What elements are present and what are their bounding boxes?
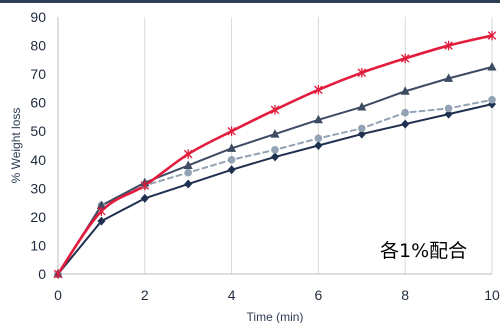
tick-labels: 0 10 20 30 40 50 60 70 80 90 0 2 4 6 8 10 — [30, 9, 500, 303]
series-2-point-5 — [270, 129, 280, 138]
series-4-point-1 — [97, 216, 106, 226]
y-tick-label-0: 0 — [38, 266, 46, 282]
series-2-point-7 — [357, 101, 367, 111]
x-tick-label-2: 2 — [141, 287, 149, 303]
series-3-point-4 — [227, 155, 236, 164]
series-1-point-0 — [53, 269, 63, 279]
series-2-point-4 — [227, 143, 237, 152]
series-1-point-6 — [314, 85, 323, 95]
series-markers — [53, 30, 497, 279]
series-1-point-8 — [400, 53, 410, 64]
y-tick-label-10: 10 — [30, 237, 46, 253]
series-2-point-10 — [487, 61, 497, 71]
x-tick-label-10: 10 — [484, 287, 500, 303]
series-4-point-5 — [271, 152, 279, 162]
series-2-point-9 — [444, 73, 454, 82]
y-tick-label-80: 80 — [30, 38, 46, 54]
series-2-point-6 — [313, 114, 323, 124]
series-3-point-9 — [444, 104, 453, 113]
x-tick-label-8: 8 — [401, 287, 409, 303]
x-tick-label-6: 6 — [315, 287, 323, 303]
series-2-point-1 — [96, 200, 106, 209]
x-axis-title: Time (min) — [247, 310, 304, 323]
series-1-point-3 — [183, 149, 193, 159]
grid-lines — [144, 17, 493, 274]
series-2-point-3 — [183, 160, 193, 169]
y-axis-title: % Weight loss — [9, 108, 23, 184]
x-tick-label-4: 4 — [228, 287, 236, 303]
series-1-point-4 — [227, 126, 236, 137]
series-2-point-8 — [400, 86, 410, 95]
y-tick-label-60: 60 — [30, 95, 46, 111]
series-4-point-4 — [227, 165, 236, 175]
series-4-point-8 — [401, 119, 410, 129]
series-3-point-7 — [358, 124, 366, 133]
x-tick-label-0: 0 — [54, 287, 62, 303]
series-3-point-3 — [184, 168, 192, 177]
series-4-point-2 — [140, 193, 149, 203]
series-1-point-10 — [487, 30, 497, 41]
y-tick-label-40: 40 — [30, 152, 46, 168]
series-3-point-10 — [488, 96, 496, 104]
series-1-point-2 — [140, 180, 150, 191]
series-4-point-9 — [444, 109, 453, 119]
y-tick-label-20: 20 — [30, 209, 46, 225]
series-3-point-5 — [271, 145, 279, 154]
chart-axes — [57, 17, 492, 275]
y-tick-label-50: 50 — [30, 123, 46, 139]
series-4-point-7 — [357, 129, 366, 139]
series-1-point-1 — [97, 206, 106, 216]
y-tick-label-30: 30 — [30, 180, 46, 196]
series-3-point-8 — [401, 108, 410, 117]
series-4-point-3 — [184, 179, 193, 189]
series-4-point-6 — [314, 141, 323, 150]
chart-annotation: 各1%配合 — [380, 240, 467, 262]
series-3-point-6 — [314, 134, 323, 143]
series-1-point-5 — [270, 105, 280, 115]
top-rule — [0, 0, 500, 3]
series-1-point-9 — [444, 40, 453, 51]
y-tick-label-70: 70 — [30, 66, 46, 82]
series-1-point-7 — [357, 67, 367, 78]
y-tick-label-90: 90 — [30, 9, 46, 25]
